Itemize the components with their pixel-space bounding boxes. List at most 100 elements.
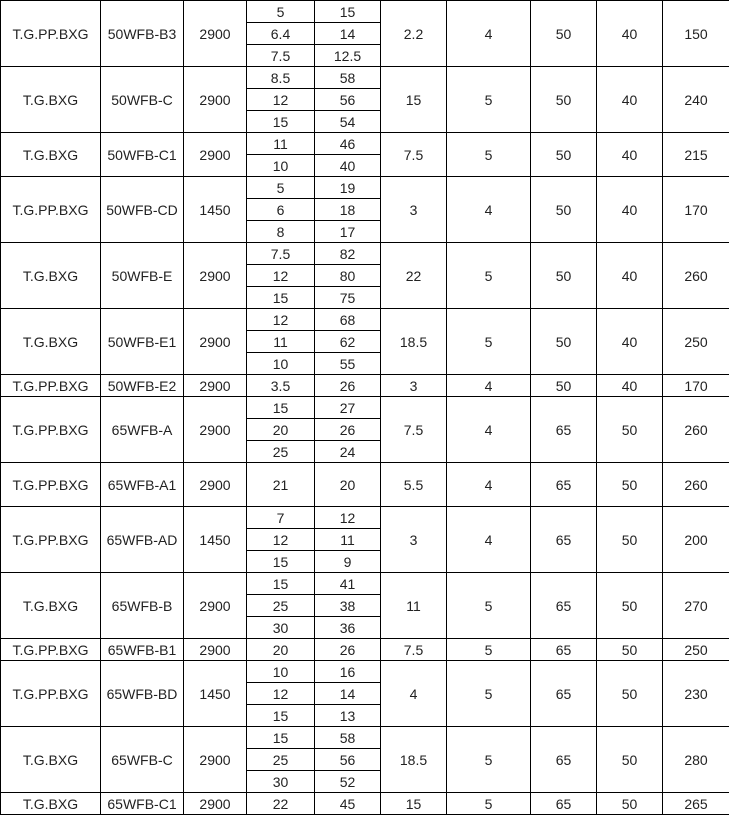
outlet-cell: 40 <box>597 1 663 67</box>
speed-cell: 2900 <box>184 463 247 507</box>
flow-cell: 12 <box>247 309 315 331</box>
flow-cell: 10 <box>247 661 315 683</box>
weight-cell: 200 <box>663 507 729 573</box>
type-cell: T.G.BXG <box>1 67 101 133</box>
outlet-cell: 50 <box>597 463 663 507</box>
power-cell: 3 <box>381 507 447 573</box>
type-cell: T.G.BXG <box>1 309 101 375</box>
weight-cell: 260 <box>663 243 729 309</box>
head-cell: 45 <box>315 793 381 815</box>
outlet-cell: 50 <box>597 573 663 639</box>
value-cell: 5 <box>447 243 531 309</box>
flow-cell: 22 <box>247 793 315 815</box>
value-cell: 5 <box>447 661 531 727</box>
value-cell: 5 <box>447 793 531 815</box>
head-cell: 46 <box>315 133 381 155</box>
inlet-cell: 65 <box>531 793 597 815</box>
inlet-cell: 50 <box>531 177 597 243</box>
flow-cell: 21 <box>247 463 315 507</box>
inlet-cell: 65 <box>531 397 597 463</box>
model-cell: 65WFB-C1 <box>101 793 184 815</box>
weight-cell: 270 <box>663 573 729 639</box>
weight-cell: 260 <box>663 463 729 507</box>
inlet-cell: 65 <box>531 507 597 573</box>
flow-cell: 7 <box>247 507 315 529</box>
flow-cell: 20 <box>247 419 315 441</box>
inlet-cell: 50 <box>531 133 597 177</box>
head-cell: 62 <box>315 331 381 353</box>
head-cell: 19 <box>315 177 381 199</box>
head-cell: 75 <box>315 287 381 309</box>
speed-cell: 2900 <box>184 793 247 815</box>
type-cell: T.G.PP.BXG <box>1 1 101 67</box>
head-cell: 56 <box>315 749 381 771</box>
head-cell: 16 <box>315 661 381 683</box>
head-cell: 55 <box>315 353 381 375</box>
type-cell: T.G.PP.BXG <box>1 397 101 463</box>
head-cell: 27 <box>315 397 381 419</box>
flow-cell: 3.5 <box>247 375 315 397</box>
model-cell: 50WFB-C <box>101 67 184 133</box>
head-cell: 26 <box>315 639 381 661</box>
power-cell: 18.5 <box>381 309 447 375</box>
inlet-cell: 65 <box>531 727 597 793</box>
weight-cell: 215 <box>663 133 729 177</box>
flow-cell: 11 <box>247 331 315 353</box>
head-cell: 20 <box>315 463 381 507</box>
weight-cell: 260 <box>663 397 729 463</box>
flow-cell: 30 <box>247 617 315 639</box>
value-cell: 5 <box>447 727 531 793</box>
inlet-cell: 50 <box>531 1 597 67</box>
model-cell: 65WFB-BD <box>101 661 184 727</box>
flow-cell: 15 <box>247 573 315 595</box>
outlet-cell: 50 <box>597 507 663 573</box>
inlet-cell: 65 <box>531 661 597 727</box>
flow-cell: 8 <box>247 221 315 243</box>
speed-cell: 2900 <box>184 397 247 463</box>
speed-cell: 2900 <box>184 243 247 309</box>
outlet-cell: 50 <box>597 727 663 793</box>
model-cell: 50WFB-C1 <box>101 133 184 177</box>
type-cell: T.G.BXG <box>1 243 101 309</box>
head-cell: 13 <box>315 705 381 727</box>
head-cell: 41 <box>315 573 381 595</box>
head-cell: 14 <box>315 683 381 705</box>
model-cell: 65WFB-A1 <box>101 463 184 507</box>
flow-cell: 10 <box>247 155 315 177</box>
power-cell: 3 <box>381 177 447 243</box>
power-cell: 2.2 <box>381 1 447 67</box>
outlet-cell: 50 <box>597 639 663 661</box>
outlet-cell: 40 <box>597 243 663 309</box>
head-cell: 17 <box>315 221 381 243</box>
value-cell: 4 <box>447 463 531 507</box>
type-cell: T.G.BXG <box>1 793 101 815</box>
outlet-cell: 40 <box>597 375 663 397</box>
power-cell: 7.5 <box>381 133 447 177</box>
type-cell: T.G.PP.BXG <box>1 661 101 727</box>
power-cell: 22 <box>381 243 447 309</box>
value-cell: 5 <box>447 67 531 133</box>
weight-cell: 250 <box>663 639 729 661</box>
power-cell: 15 <box>381 67 447 133</box>
speed-cell: 1450 <box>184 661 247 727</box>
speed-cell: 2900 <box>184 375 247 397</box>
flow-cell: 7.5 <box>247 45 315 67</box>
inlet-cell: 65 <box>531 573 597 639</box>
head-cell: 12.5 <box>315 45 381 67</box>
model-cell: 50WFB-E2 <box>101 375 184 397</box>
speed-cell: 2900 <box>184 67 247 133</box>
head-cell: 58 <box>315 67 381 89</box>
weight-cell: 150 <box>663 1 729 67</box>
flow-cell: 8.5 <box>247 67 315 89</box>
flow-cell: 15 <box>247 287 315 309</box>
